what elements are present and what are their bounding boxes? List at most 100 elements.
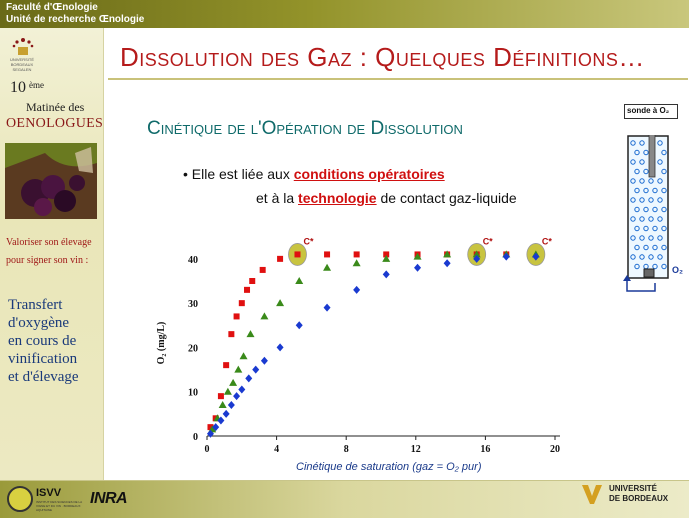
bubble (657, 216, 663, 222)
highlight-conditions: conditions opératoires (293, 166, 445, 182)
y-tick-label: 40 (188, 255, 198, 266)
matinee-label: Matinée des (26, 100, 85, 114)
bubble (630, 235, 636, 241)
y-tick-label: 30 (188, 299, 198, 310)
bubble (630, 254, 636, 260)
bubble (648, 178, 654, 184)
data-point-diamond (414, 263, 422, 272)
slide-title: Dissolution des Gaz : Quelques Définitio… (120, 42, 645, 72)
bubble (630, 140, 636, 146)
universite-bordeaux-logo-icon (582, 485, 602, 504)
bubble (657, 197, 663, 203)
oxygen-inlet-label: O₂ (672, 265, 683, 275)
bubble (639, 254, 645, 260)
data-point-triangle (382, 254, 391, 262)
bubble (639, 197, 645, 203)
x-tick-label: 12 (411, 444, 421, 455)
saturation-chart: 048121620010203040t (min)O₂ (mg/L)C*C*C* (156, 236, 560, 455)
bullet-technologie: et à la technologie de contact gaz-liqui… (256, 190, 517, 206)
bubble (639, 216, 645, 222)
probe-label: sonde à O₂ (627, 106, 670, 115)
bubble (634, 168, 640, 175)
data-point-diamond (473, 254, 481, 263)
transfert-line: vinification (8, 351, 78, 367)
x-tick-label: 4 (274, 444, 279, 455)
bubble (652, 225, 658, 232)
oxygen-inlet-arrow (623, 275, 656, 292)
data-point-triangle (443, 250, 452, 258)
universite-bordeaux-line1: UNIVERSITÉ (609, 484, 658, 493)
bubble (657, 159, 663, 165)
chart-caption: Cinétique de saturation (gaz = O₂ pur) (296, 461, 482, 473)
bubble (652, 206, 658, 213)
data-point-square (217, 393, 224, 400)
data-point-square (233, 313, 240, 320)
data-point-diamond (353, 285, 361, 294)
bubble (648, 197, 654, 203)
data-point-diamond (245, 374, 253, 383)
data-point-diamond (233, 392, 241, 401)
data-point-square (249, 278, 256, 284)
x-tick-label: 0 (205, 444, 210, 455)
data-point-triangle (352, 259, 361, 267)
transfert-oxygene-text: Transfert d'oxygène en cours de vinifica… (8, 296, 100, 386)
bubble (652, 244, 658, 251)
data-point-diamond (443, 259, 451, 268)
isvv-logo-text: ISVV (36, 487, 62, 499)
data-point-triangle (413, 252, 422, 260)
bubble (652, 263, 658, 270)
data-point-square (259, 266, 266, 273)
transfert-line: Transfert (8, 297, 63, 313)
university-logo (12, 38, 34, 55)
bullet-text: de contact gaz-liquide (376, 190, 517, 206)
bullet-text: et à la (256, 190, 299, 206)
saturation-label: C* (483, 236, 493, 246)
bubble (634, 225, 640, 232)
bubble (634, 206, 640, 213)
sidebar (0, 28, 104, 480)
bubble (648, 254, 654, 260)
data-point-triangle (229, 378, 238, 386)
y-tick-label: 0 (193, 432, 198, 443)
matinee-number: 10 (10, 79, 26, 96)
data-point-square (383, 251, 390, 258)
bubble (639, 159, 645, 165)
oxygen-probe-tank (627, 135, 669, 279)
data-point-diamond (260, 356, 268, 365)
data-point-square (244, 286, 251, 293)
data-point-square (324, 251, 331, 258)
data-point-triangle (234, 365, 243, 373)
x-tick-label: 20 (550, 444, 560, 455)
bubble (630, 197, 636, 203)
data-point-triangle (218, 401, 227, 408)
data-point-triangle (260, 312, 269, 320)
data-point-square (277, 255, 284, 262)
bubble (648, 216, 654, 222)
bubble (657, 140, 663, 146)
bubble (657, 254, 663, 260)
isvv-subtitle: INSTITUT DES SCIENCES DE LA VIGNE ET DU … (36, 500, 82, 512)
bubble (661, 244, 667, 251)
transfert-line: en cours de (8, 333, 77, 349)
valoriser-text-line1: Valoriser son élevage (6, 237, 92, 248)
data-point-diamond (276, 343, 284, 352)
data-point-triangle (295, 277, 304, 284)
data-point-diamond (252, 365, 260, 374)
bubble (643, 206, 649, 213)
data-point-square (353, 251, 360, 258)
y-axis-label: O₂ (mg/L) (156, 322, 167, 365)
bubble (643, 168, 649, 175)
data-point-square (294, 251, 301, 258)
transfert-line: d'oxygène (8, 315, 70, 331)
bubble (661, 263, 667, 270)
bubble (661, 225, 667, 232)
bubble (661, 187, 667, 194)
bubble (648, 235, 654, 241)
data-point-triangle (323, 263, 332, 271)
bubble (643, 244, 649, 251)
valoriser-text-line2: pour signer son vin : (6, 255, 89, 266)
university-logo-text: UNIVERSITÉ BORDEAUX SEGALEN (9, 57, 34, 72)
x-tick-label: 8 (344, 444, 349, 455)
data-point-triangle (239, 352, 248, 360)
data-point-diamond (217, 416, 225, 425)
